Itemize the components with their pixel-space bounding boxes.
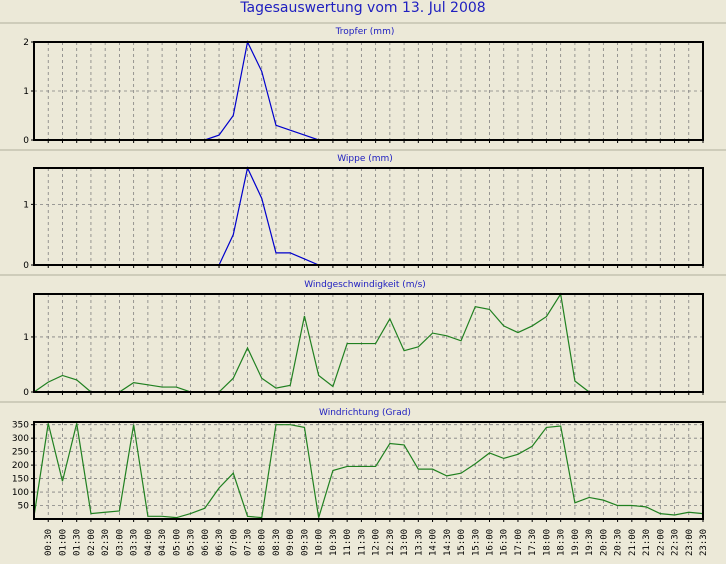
page-title: Tagesauswertung vom 13. Jul 2008	[240, 0, 486, 16]
y-tick-label: 0	[23, 388, 29, 398]
y-tick-label: 0	[23, 136, 29, 146]
data-line	[34, 166, 703, 266]
x-tick-label: 09:00	[286, 529, 296, 556]
x-tick-label: 16:00	[485, 529, 495, 556]
x-tick-label: 04:00	[144, 529, 154, 556]
y-tick-label: 50	[18, 502, 30, 512]
x-tick-label: 02:00	[87, 529, 97, 556]
x-tick-label: 03:00	[115, 529, 125, 556]
subplot-title: Tropfer (mm)	[335, 27, 395, 37]
x-tick-label: 11:30	[357, 529, 367, 556]
x-tick-label: 10:30	[329, 529, 339, 556]
data-line	[33, 423, 704, 519]
y-tick-label: 1	[23, 87, 29, 97]
x-tick-label: 09:30	[300, 529, 310, 556]
x-tick-label: 13:30	[414, 529, 424, 556]
x-tick-label: 12:30	[386, 529, 396, 556]
x-tick-label: 19:00	[571, 529, 581, 556]
x-tick-label: 20:00	[599, 529, 609, 556]
x-tick-label: 02:30	[101, 529, 111, 556]
y-tick-label: 150	[12, 475, 29, 485]
x-tick-label: 18:30	[557, 529, 567, 556]
x-tick-label: 16:30	[500, 529, 510, 556]
plot-frame	[33, 41, 704, 141]
x-tick-label: 22:30	[671, 529, 681, 556]
x-tick-label: 14:00	[429, 529, 439, 556]
x-tick-label: 10:00	[315, 529, 325, 556]
x-tick-label: 21:00	[628, 529, 638, 556]
x-tick-label: 00:30	[44, 529, 54, 556]
x-tick-label: 01:00	[58, 529, 68, 556]
x-tick-label: 17:30	[528, 529, 538, 556]
x-tick-label: 04:30	[158, 529, 168, 556]
x-tick-label: 20:30	[614, 529, 624, 556]
subplot-title: Windrichtung (Grad)	[319, 408, 411, 418]
y-tick-label: 100	[12, 488, 29, 498]
x-tick-label: 23:30	[699, 529, 709, 556]
x-tick-label: 12:00	[372, 529, 382, 556]
plot-frame	[33, 293, 704, 393]
y-tick-label: 250	[12, 448, 29, 458]
plot-frame	[33, 421, 704, 520]
x-tick-label: 03:30	[130, 529, 140, 556]
x-tick-label: 06:30	[215, 529, 225, 556]
x-tick-label: 11:00	[343, 529, 353, 556]
x-tick-label: 05:30	[187, 529, 197, 556]
y-tick-label: 350	[12, 421, 29, 431]
x-tick-label: 08:30	[272, 529, 282, 556]
x-tick-label: 05:00	[172, 529, 182, 556]
x-tick-label: 08:00	[258, 529, 268, 556]
subplot-title: Wippe (mm)	[337, 154, 393, 164]
x-tick-label: 06:00	[201, 529, 211, 556]
plot-frame	[33, 167, 704, 266]
x-tick-label: 21:30	[642, 529, 652, 556]
data-line	[33, 292, 703, 393]
x-tick-label: 22:00	[656, 529, 666, 556]
x-tick-label: 23:00	[685, 529, 695, 556]
x-tick-label: 15:30	[471, 529, 481, 556]
x-tick-label: 19:30	[585, 529, 595, 556]
x-tick-label: 15:00	[457, 529, 467, 556]
x-tick-label: 07:30	[244, 529, 254, 556]
x-tick-label: 18:00	[542, 529, 552, 556]
x-tick-label: 13:00	[400, 529, 410, 556]
y-tick-label: 200	[12, 461, 29, 471]
x-tick-label: 07:00	[229, 529, 239, 556]
y-tick-label: 300	[12, 434, 29, 444]
y-tick-label: 2	[23, 38, 29, 48]
y-tick-label: 1	[23, 333, 29, 343]
subplot-title: Windgeschwindigkeit (m/s)	[304, 280, 426, 290]
y-tick-label: 0	[23, 261, 29, 271]
x-tick-label: 01:30	[73, 529, 83, 556]
x-tick-label: 17:00	[514, 529, 524, 556]
y-tick-label: 1	[23, 200, 29, 210]
x-tick-label: 14:30	[443, 529, 453, 556]
data-line	[34, 40, 703, 141]
